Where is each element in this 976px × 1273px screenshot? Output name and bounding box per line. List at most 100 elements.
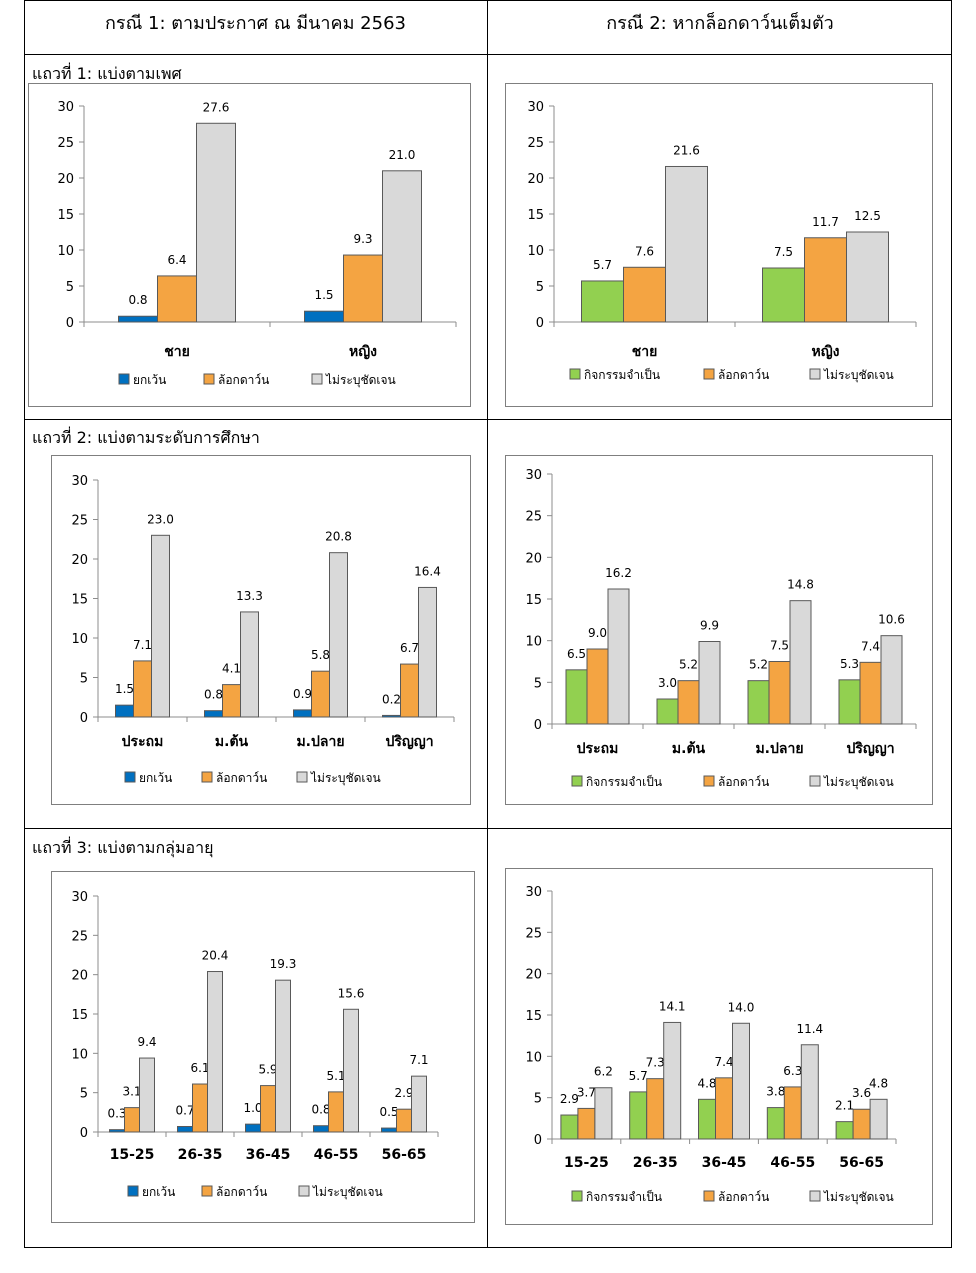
legend-swatch [703, 775, 715, 787]
bar [594, 1087, 613, 1140]
row-label-age: แถวที่ 3: แบ่งตามกลุ่มอายุ [32, 838, 214, 857]
y-tick-label: 20 [71, 969, 88, 984]
category-label: 26-35 [633, 1155, 678, 1171]
bar [880, 635, 903, 725]
bar [789, 600, 812, 725]
data-label: 5.9 [258, 1063, 277, 1077]
y-tick-label: 10 [71, 632, 88, 647]
legend-swatch [201, 771, 213, 783]
bar [629, 1091, 648, 1140]
legend-label: ยกเว้น [139, 771, 172, 785]
legend-swatch [298, 1185, 310, 1197]
chart-svg: 0 5 10 15 20 25 30 0.3 3.1 9.4 15-25 0.7 6.1 20.4 26-3… [71, 890, 439, 1200]
category-label: ปริญญา [385, 734, 433, 750]
y-tick-label: 30 [57, 100, 74, 115]
data-label: 4.8 [869, 1076, 888, 1090]
data-label: 9.3 [353, 232, 372, 246]
y-tick-label: 15 [71, 593, 88, 608]
bar [607, 588, 630, 725]
legend-label: ล้อกดาว์น [718, 775, 769, 789]
y-tick-label: 5 [66, 280, 74, 295]
data-label: 1.5 [314, 288, 333, 302]
bar [207, 971, 223, 1133]
bar [109, 1129, 125, 1133]
bar [275, 979, 291, 1133]
y-tick-label: 15 [71, 1008, 88, 1023]
category-label: ชาย [632, 344, 658, 360]
y-tick-label: 25 [525, 926, 542, 941]
table-header-divider [24, 54, 952, 55]
category-label: ประถม [577, 741, 619, 757]
bar [715, 1077, 733, 1140]
bar [859, 661, 882, 725]
bar [192, 1083, 208, 1133]
bar [783, 1086, 802, 1140]
data-label: 5.8 [311, 648, 330, 662]
y-tick-label: 10 [71, 1047, 88, 1062]
data-label: 20.8 [325, 530, 352, 544]
legend-label: ยกเว้น [142, 1185, 175, 1199]
legend-label: ไม่ระบุชัดเจน [823, 775, 894, 790]
bar [869, 1098, 888, 1140]
y-tick-label: 20 [527, 172, 544, 187]
legend-swatch [809, 1190, 821, 1202]
data-label: 9.9 [700, 619, 719, 633]
y-tick-label: 25 [525, 510, 542, 525]
data-label: 0.8 [311, 1103, 330, 1117]
y-tick-label: 10 [527, 244, 544, 259]
category-label: ม.ต้น [672, 741, 706, 757]
legend-swatch [703, 368, 715, 380]
legend-swatch [703, 1190, 715, 1202]
bar [804, 237, 847, 323]
table-column-divider [487, 0, 488, 1248]
category-label: 56-65 [382, 1147, 427, 1163]
data-label: 12.5 [854, 209, 881, 223]
category-label: ปริญญา [846, 741, 894, 757]
y-tick-label: 15 [525, 1009, 542, 1024]
data-label: 3.8 [766, 1085, 785, 1099]
bar [343, 254, 383, 323]
bar [151, 534, 170, 718]
data-label: 7.6 [635, 244, 654, 258]
category-label: 15-25 [110, 1147, 155, 1163]
legend-swatch [127, 1185, 139, 1197]
data-label: 21.0 [389, 148, 416, 162]
bar [311, 670, 330, 718]
bar [313, 1125, 329, 1133]
bar [115, 704, 134, 718]
bar [343, 1008, 359, 1133]
bar [577, 1107, 596, 1140]
bar [293, 709, 312, 718]
data-label: 4.8 [697, 1076, 716, 1090]
bar [623, 266, 666, 323]
bar [852, 1108, 871, 1140]
row-label-education: แถวที่ 2: แบ่งตามระดับการศึกษา [32, 428, 260, 447]
data-label: 16.4 [414, 564, 441, 578]
y-tick-label: 10 [525, 1050, 542, 1065]
table-border-top [24, 0, 952, 1]
bar [400, 663, 419, 718]
table-border-left [24, 0, 25, 1248]
bar [222, 684, 241, 718]
data-label: 6.7 [400, 641, 419, 655]
bar [118, 315, 158, 323]
category-label: 26-35 [178, 1147, 223, 1163]
data-label: 19.3 [270, 957, 297, 971]
chart-gender-case-1: 0 5 10 15 20 25 30 0.8 6.4 27.6 ชาย 1.5 9.3 21.0 หญิงย… [28, 83, 471, 407]
bar [329, 552, 348, 718]
data-label: 0.8 [128, 293, 147, 307]
data-label: 5.7 [593, 258, 612, 272]
data-label: 6.4 [167, 253, 186, 267]
bar [766, 1107, 785, 1140]
y-tick-label: 25 [527, 136, 544, 151]
chart-age-case-1: 0 5 10 15 20 25 30 0.3 3.1 9.4 15-25 0.7 6.1 20.4 26-3… [51, 871, 475, 1223]
bar [665, 165, 708, 323]
y-tick-label: 5 [534, 1092, 542, 1107]
bar [656, 698, 679, 725]
bar [304, 310, 344, 323]
y-tick-label: 25 [71, 514, 88, 529]
bar [328, 1091, 344, 1133]
bar [698, 1098, 716, 1140]
category-label: 56-65 [839, 1155, 884, 1171]
bar [133, 660, 152, 718]
